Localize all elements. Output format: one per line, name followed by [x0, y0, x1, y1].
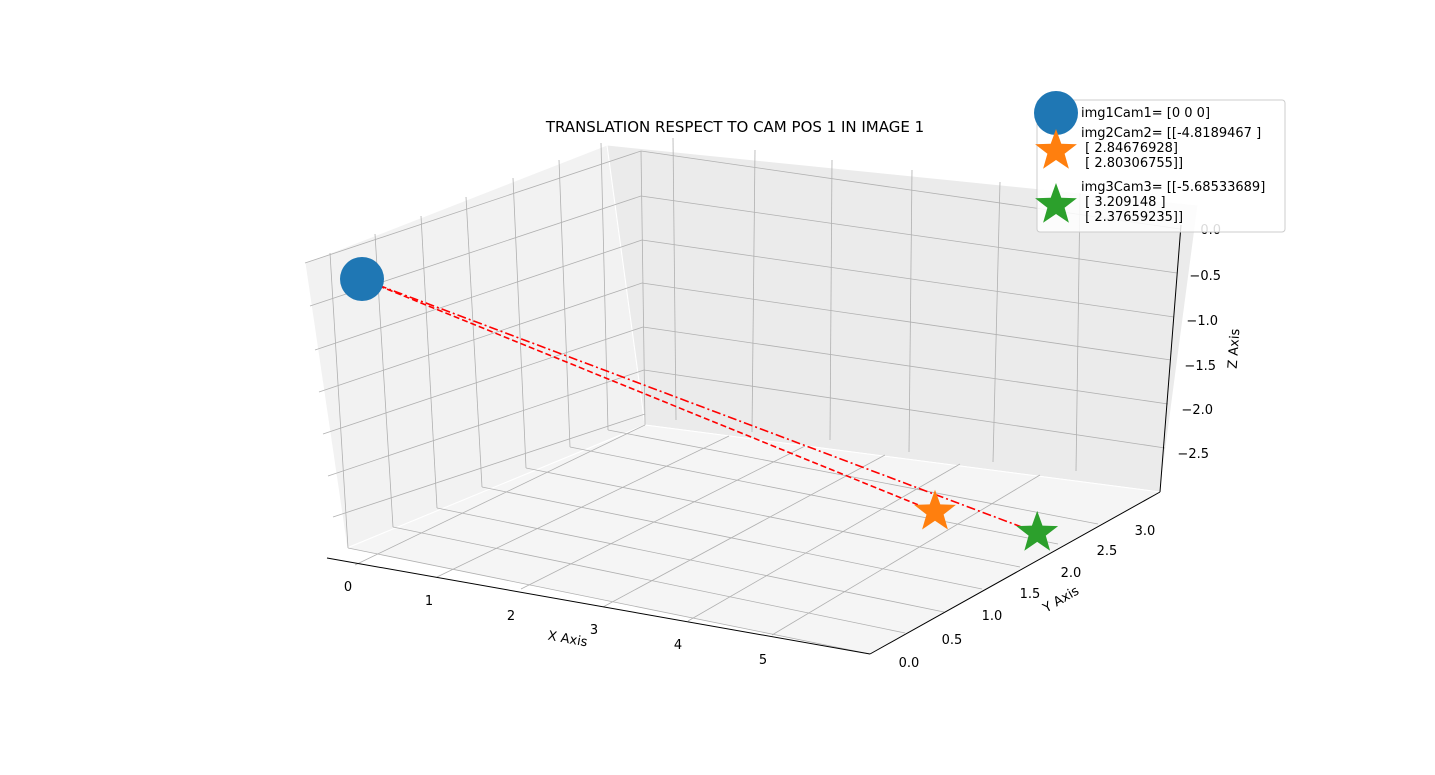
- legend-label-img2Cam2: img2Cam2= [[-4.8189467 ] [ 2.84676928] […: [1081, 126, 1261, 171]
- y-tick-label: 2.5: [1097, 544, 1118, 559]
- z-axis-label: Z Axis: [1226, 328, 1244, 369]
- y-tick-label: 1.5: [1020, 587, 1041, 602]
- x-axis-line: [326, 557, 871, 655]
- legend-label-img3Cam3: img3Cam3= [[-5.68533689] [ 3.209148 ] [ …: [1081, 180, 1265, 225]
- img2Cam2-marker: [914, 489, 956, 530]
- z-tick-label: −1.0: [1186, 314, 1218, 329]
- z-axis-line: [1159, 224, 1182, 493]
- x-ticks: 0 1 2 3 4 5: [344, 580, 767, 668]
- legend-frame: [1036, 99, 1286, 233]
- axis-lines: [326, 224, 1182, 655]
- y-tick-label: 0.0: [899, 656, 920, 671]
- legend-label-img1Cam1: img1Cam1= [0 0 0]: [1081, 106, 1210, 121]
- z-tick-label: −2.0: [1181, 403, 1213, 418]
- x-tick-label: 3: [590, 623, 598, 638]
- y-ticks: 0.0 0.5 1.0 1.5 2.0 2.5 3.0: [899, 524, 1156, 671]
- y-tick-label: 0.5: [942, 633, 963, 648]
- x-tick-label: 5: [759, 653, 767, 668]
- x-tick-label: 0: [344, 580, 352, 595]
- y-tick-label: 3.0: [1135, 524, 1156, 539]
- y-axis-line: [869, 491, 1161, 655]
- z-tick-label: −0.5: [1189, 269, 1221, 284]
- left-wall-verticals: [329, 142, 609, 549]
- img1Cam1-marker: [340, 257, 384, 301]
- data-markers: [340, 257, 1059, 551]
- legend: img1Cam1= [0 0 0] img2Cam2= [[-4.8189467 …: [1034, 91, 1286, 233]
- back-wall-verticals: [672, 137, 1081, 472]
- x-tick-label: 4: [674, 638, 682, 653]
- y-grid: [347, 429, 1099, 655]
- y-axis-label: Y Axis: [1040, 584, 1082, 617]
- x-tick-label: 1: [425, 594, 433, 609]
- x-grid: [354, 150, 1041, 636]
- x-tick-label: 2: [507, 609, 515, 624]
- legend-marker-img1Cam1: [1034, 91, 1078, 135]
- x-axis-label: X Axis: [547, 629, 589, 651]
- img3Cam3-marker: [1016, 510, 1059, 551]
- dashdot-connector-line: [361, 278, 1038, 534]
- z-tick-label: −2.5: [1177, 447, 1209, 462]
- z-tick-label: −1.5: [1184, 359, 1216, 374]
- legend-marker-img3Cam3: [1035, 183, 1077, 223]
- chart-title: TRANSLATION RESPECT TO CAM POS 1 IN IMAG…: [545, 118, 924, 136]
- y-tick-label: 1.0: [982, 609, 1003, 624]
- y-tick-label: 2.0: [1061, 566, 1082, 581]
- grid: [304, 137, 1181, 655]
- legend-marker-img2Cam2: [1035, 129, 1077, 169]
- axes-panes: [304, 144, 1199, 655]
- dashed-connector-line: [361, 278, 936, 513]
- z-grid: [304, 150, 1181, 518]
